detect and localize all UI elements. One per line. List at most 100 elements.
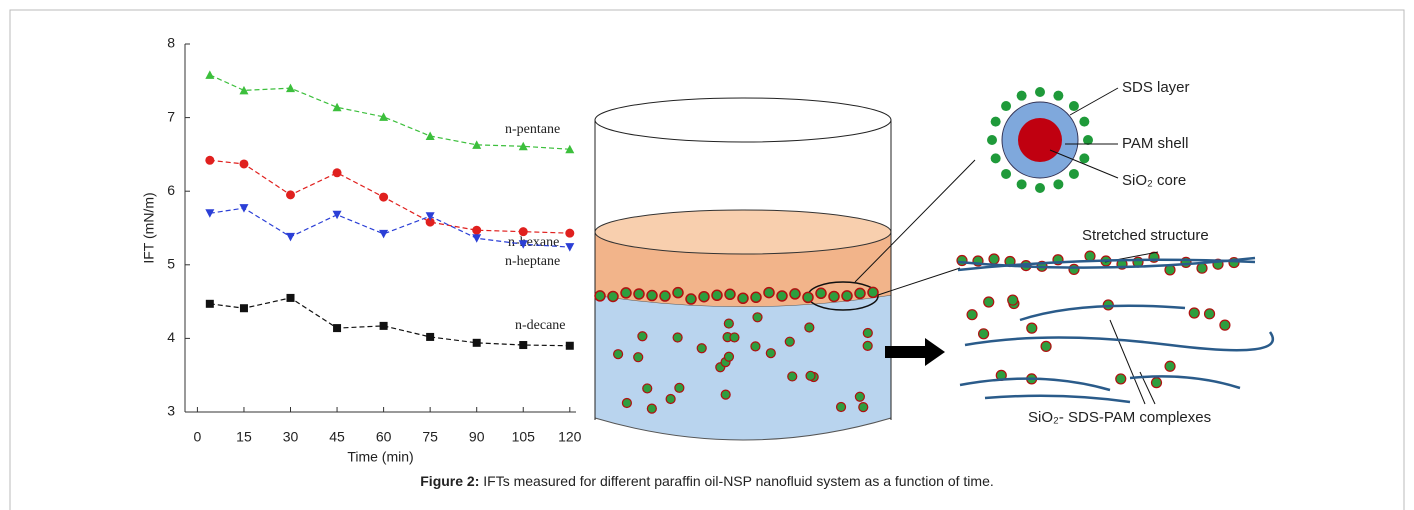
y-tick-label: 6 xyxy=(167,182,175,198)
particle xyxy=(686,294,696,304)
marker xyxy=(333,324,341,332)
series-label: n-decane xyxy=(515,318,566,333)
particle xyxy=(730,333,739,342)
particle xyxy=(724,352,733,361)
sds-head xyxy=(1001,101,1011,111)
marker xyxy=(426,132,435,141)
particle xyxy=(673,333,682,342)
particle xyxy=(855,392,864,401)
particle xyxy=(842,291,852,301)
sds-head xyxy=(1069,169,1079,179)
sds-head xyxy=(991,117,1001,127)
diagram-label: SiO₂ core xyxy=(1122,172,1186,189)
x-tick-label: 0 xyxy=(194,429,202,445)
marker xyxy=(333,211,342,220)
arrow xyxy=(885,338,945,366)
particle xyxy=(863,341,872,350)
particle xyxy=(751,292,761,302)
particle xyxy=(1008,295,1018,305)
series-label: n-pentane xyxy=(505,122,560,137)
sds-head xyxy=(991,153,1001,163)
y-tick-label: 3 xyxy=(167,403,175,419)
pointer xyxy=(1070,88,1118,115)
particle xyxy=(595,291,605,301)
particle xyxy=(989,254,999,264)
marker xyxy=(333,103,342,112)
particle xyxy=(738,293,748,303)
particle xyxy=(721,390,730,399)
sds-head xyxy=(1079,153,1089,163)
particle xyxy=(660,291,670,301)
caption-text: IFTs measured for different paraffin oil… xyxy=(479,473,993,489)
marker xyxy=(566,342,574,350)
particle xyxy=(863,328,872,337)
sds-head xyxy=(1001,169,1011,179)
y-tick-label: 8 xyxy=(167,35,175,51)
particle xyxy=(1041,341,1051,351)
particle xyxy=(614,350,623,359)
oil-surface xyxy=(595,210,891,254)
x-axis-label: Time (min) xyxy=(347,449,413,465)
particle xyxy=(647,404,656,413)
marker xyxy=(286,190,295,199)
particle xyxy=(621,288,631,298)
marker xyxy=(380,322,388,330)
particle xyxy=(855,288,865,298)
particle xyxy=(1220,320,1230,330)
marker xyxy=(379,230,388,239)
chain xyxy=(1020,306,1185,320)
x-tick-label: 120 xyxy=(558,429,582,445)
x-tick-label: 75 xyxy=(422,429,438,445)
beaker-top xyxy=(595,98,891,142)
y-tick-label: 7 xyxy=(167,108,175,124)
particle xyxy=(785,337,794,346)
particle xyxy=(805,323,814,332)
pointer xyxy=(1110,320,1145,404)
diagram-label: SiO₂- SDS-PAM complexes xyxy=(1028,409,1211,426)
particle xyxy=(984,297,994,307)
particle xyxy=(777,291,787,301)
x-tick-label: 105 xyxy=(512,429,536,445)
particle xyxy=(724,319,733,328)
series-line xyxy=(210,75,570,149)
particle xyxy=(666,394,675,403)
particle xyxy=(859,403,868,412)
x-tick-label: 15 xyxy=(236,429,252,445)
marker xyxy=(205,209,214,218)
particle xyxy=(699,292,709,302)
x-tick-label: 60 xyxy=(376,429,392,445)
particle xyxy=(634,289,644,299)
particle xyxy=(790,289,800,299)
particle xyxy=(753,313,762,322)
particle xyxy=(751,342,760,351)
sds-head xyxy=(1017,91,1027,101)
marker xyxy=(240,304,248,312)
marker xyxy=(287,294,295,302)
particle xyxy=(764,288,774,298)
particle xyxy=(979,329,989,339)
x-tick-label: 45 xyxy=(329,429,345,445)
particle xyxy=(1205,309,1215,319)
caption: Figure 2: IFTs measured for different pa… xyxy=(420,473,994,489)
y-axis-label: IFT (mN/m) xyxy=(141,192,157,263)
marker xyxy=(239,159,248,168)
y-tick-label: 5 xyxy=(167,256,175,272)
marker xyxy=(205,156,214,165)
particle xyxy=(622,398,631,407)
marker xyxy=(426,333,434,341)
particle xyxy=(697,344,706,353)
series-line xyxy=(210,160,570,233)
particle xyxy=(675,383,684,392)
x-tick-label: 90 xyxy=(469,429,485,445)
marker xyxy=(379,193,388,202)
sds-head xyxy=(1017,179,1027,189)
particle xyxy=(634,353,643,362)
chain xyxy=(985,396,1130,402)
marker xyxy=(472,226,481,235)
particle xyxy=(638,332,647,341)
particle xyxy=(1027,323,1037,333)
marker xyxy=(206,300,214,308)
series-label: n-heptane xyxy=(505,254,560,269)
diagram-label: PAM shell xyxy=(1122,135,1188,152)
figure: SDS layer PAM shell SiO₂ core Stretched … xyxy=(0,0,1414,510)
